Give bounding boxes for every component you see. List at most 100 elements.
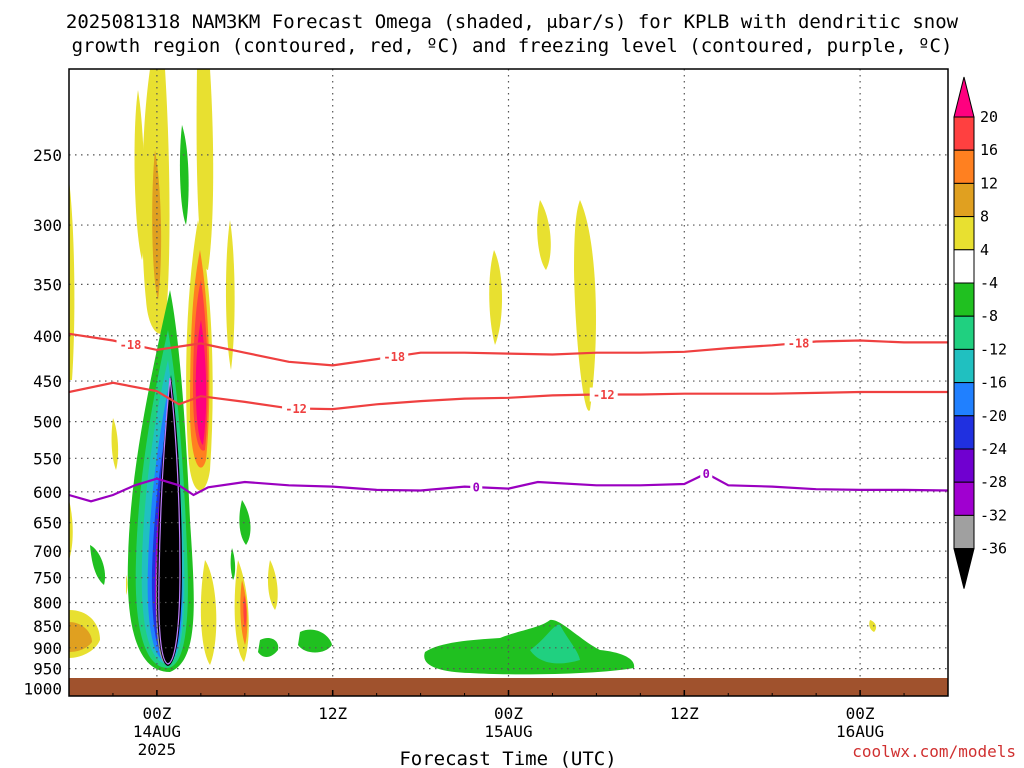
x-tick-label: 12Z <box>670 704 699 723</box>
terrain-surface <box>69 678 948 696</box>
contour-label-bg <box>282 401 311 416</box>
y-tick-label: 450 <box>33 372 62 391</box>
colorbar-bin <box>953 481 975 516</box>
contour-label: -12 <box>593 388 615 402</box>
omega-blob <box>537 200 551 270</box>
contour-line <box>69 472 948 503</box>
omega-blob <box>126 575 128 595</box>
omega-blob <box>69 622 92 652</box>
y-tick-label: 850 <box>33 617 62 636</box>
colorbar-bin <box>953 216 975 251</box>
y-tick-label: 950 <box>33 660 62 679</box>
colorbar-label: -24 <box>980 440 1007 458</box>
contour-label-bg <box>589 387 618 402</box>
y-tick-label: 350 <box>33 275 62 294</box>
omega-blob <box>134 90 145 260</box>
ground-band <box>69 678 948 696</box>
y-tick-label: 1000 <box>23 679 62 698</box>
omega-blob <box>230 548 236 580</box>
x-tick-label: 15AUG <box>484 722 532 741</box>
omega-blob <box>489 250 503 345</box>
omega-blob <box>239 500 251 545</box>
omega-blob <box>267 560 278 610</box>
colorbar-label: 12 <box>980 174 998 192</box>
pressure-axis: 250 300 350 400 450 500 550 600 650 700 750 800 850 9… <box>23 146 62 699</box>
contour-label-bg <box>116 337 145 352</box>
colorbar-label: -20 <box>980 407 1007 425</box>
contour-label-bg <box>700 466 713 481</box>
omega-blob <box>111 418 119 470</box>
omega-blob <box>225 220 235 370</box>
omega-blob <box>298 629 332 653</box>
omega-blob <box>574 200 596 411</box>
colorbar-label: 4 <box>980 241 989 259</box>
contour-label: -18 <box>788 336 810 350</box>
y-tick-label: 700 <box>33 542 62 561</box>
x-tick-label: 2025 <box>138 740 177 759</box>
omega-blob <box>196 69 214 270</box>
chart-title-line2: growth region (contoured, red, ºC) and f… <box>72 35 953 57</box>
y-tick-label: 250 <box>33 146 62 165</box>
colorbar-label: -28 <box>980 473 1007 491</box>
colorbar: 20 16 12 8 4 -4 -8 -12 -16 -20 -24 -28 -32 -36 <box>953 76 1007 589</box>
omega-blob <box>179 125 189 225</box>
omega-blob <box>69 180 75 380</box>
contour-line <box>69 381 948 411</box>
colorbar-top-arrow <box>953 76 975 118</box>
contour-label: 0 <box>473 481 480 495</box>
omega-blob <box>243 595 247 628</box>
colorbar-label: -8 <box>980 307 998 325</box>
y-tick-label: 300 <box>33 216 62 235</box>
x-tick-label: 00Z <box>142 704 171 723</box>
colorbar-bin <box>953 116 975 151</box>
omega-blob <box>90 545 106 585</box>
contour-label-bg <box>784 335 813 350</box>
omega-blob <box>530 624 580 664</box>
colorbar-label: 16 <box>980 141 998 159</box>
plot-grid <box>69 69 948 696</box>
y-tick-label: 900 <box>33 639 62 658</box>
contour-label: -12 <box>285 402 307 416</box>
y-tick-label: 650 <box>33 514 62 533</box>
colorbar-bin <box>953 249 975 284</box>
x-tick-label: 12Z <box>318 704 347 723</box>
temperature-contours: -18 -18 -18 -12 -12 0 0 <box>69 332 948 503</box>
colorbar-label: -32 <box>980 506 1007 524</box>
y-tick-label: 750 <box>33 569 62 588</box>
x-axis-label: Forecast Time (UTC) <box>399 748 616 768</box>
colorbar-bin <box>953 315 975 350</box>
contour-label-bg <box>380 349 409 364</box>
x-tick-label: 00Z <box>846 704 875 723</box>
omega-blob <box>69 500 73 560</box>
contour-label-bg <box>470 480 483 495</box>
y-tick-label: 600 <box>33 483 62 502</box>
colorbar-label: 20 <box>980 108 998 126</box>
credit-text: coolwx.com/models <box>852 742 1016 761</box>
colorbar-label: -16 <box>980 374 1007 392</box>
colorbar-bottom-arrow <box>953 548 975 589</box>
x-tick-label: 16AUG <box>836 722 884 741</box>
contour-label: -18 <box>383 350 405 364</box>
colorbar-label: -12 <box>980 340 1007 358</box>
colorbar-bin <box>953 514 975 550</box>
omega-shading <box>69 69 877 675</box>
omega-blob <box>424 619 635 675</box>
colorbar-bin <box>953 182 975 218</box>
colorbar-bin <box>953 415 975 450</box>
omega-blob <box>158 377 181 665</box>
colorbar-bin <box>953 448 975 483</box>
contour-label: 0 <box>703 467 710 481</box>
y-tick-label: 400 <box>33 327 62 346</box>
colorbar-bin <box>953 382 975 417</box>
x-tick-label: 14AUG <box>133 722 181 741</box>
colorbar-label: -36 <box>980 540 1007 558</box>
y-tick-label: 550 <box>33 449 62 468</box>
omega-blob <box>195 320 207 445</box>
y-tick-label: 500 <box>33 413 62 432</box>
x-tick-label: 00Z <box>494 704 523 723</box>
colorbar-label: -4 <box>980 274 998 292</box>
chart-title-line1: 2025081318 NAM3KM Forecast Omega (shaded… <box>66 11 959 33</box>
colorbar-bin <box>953 348 975 384</box>
